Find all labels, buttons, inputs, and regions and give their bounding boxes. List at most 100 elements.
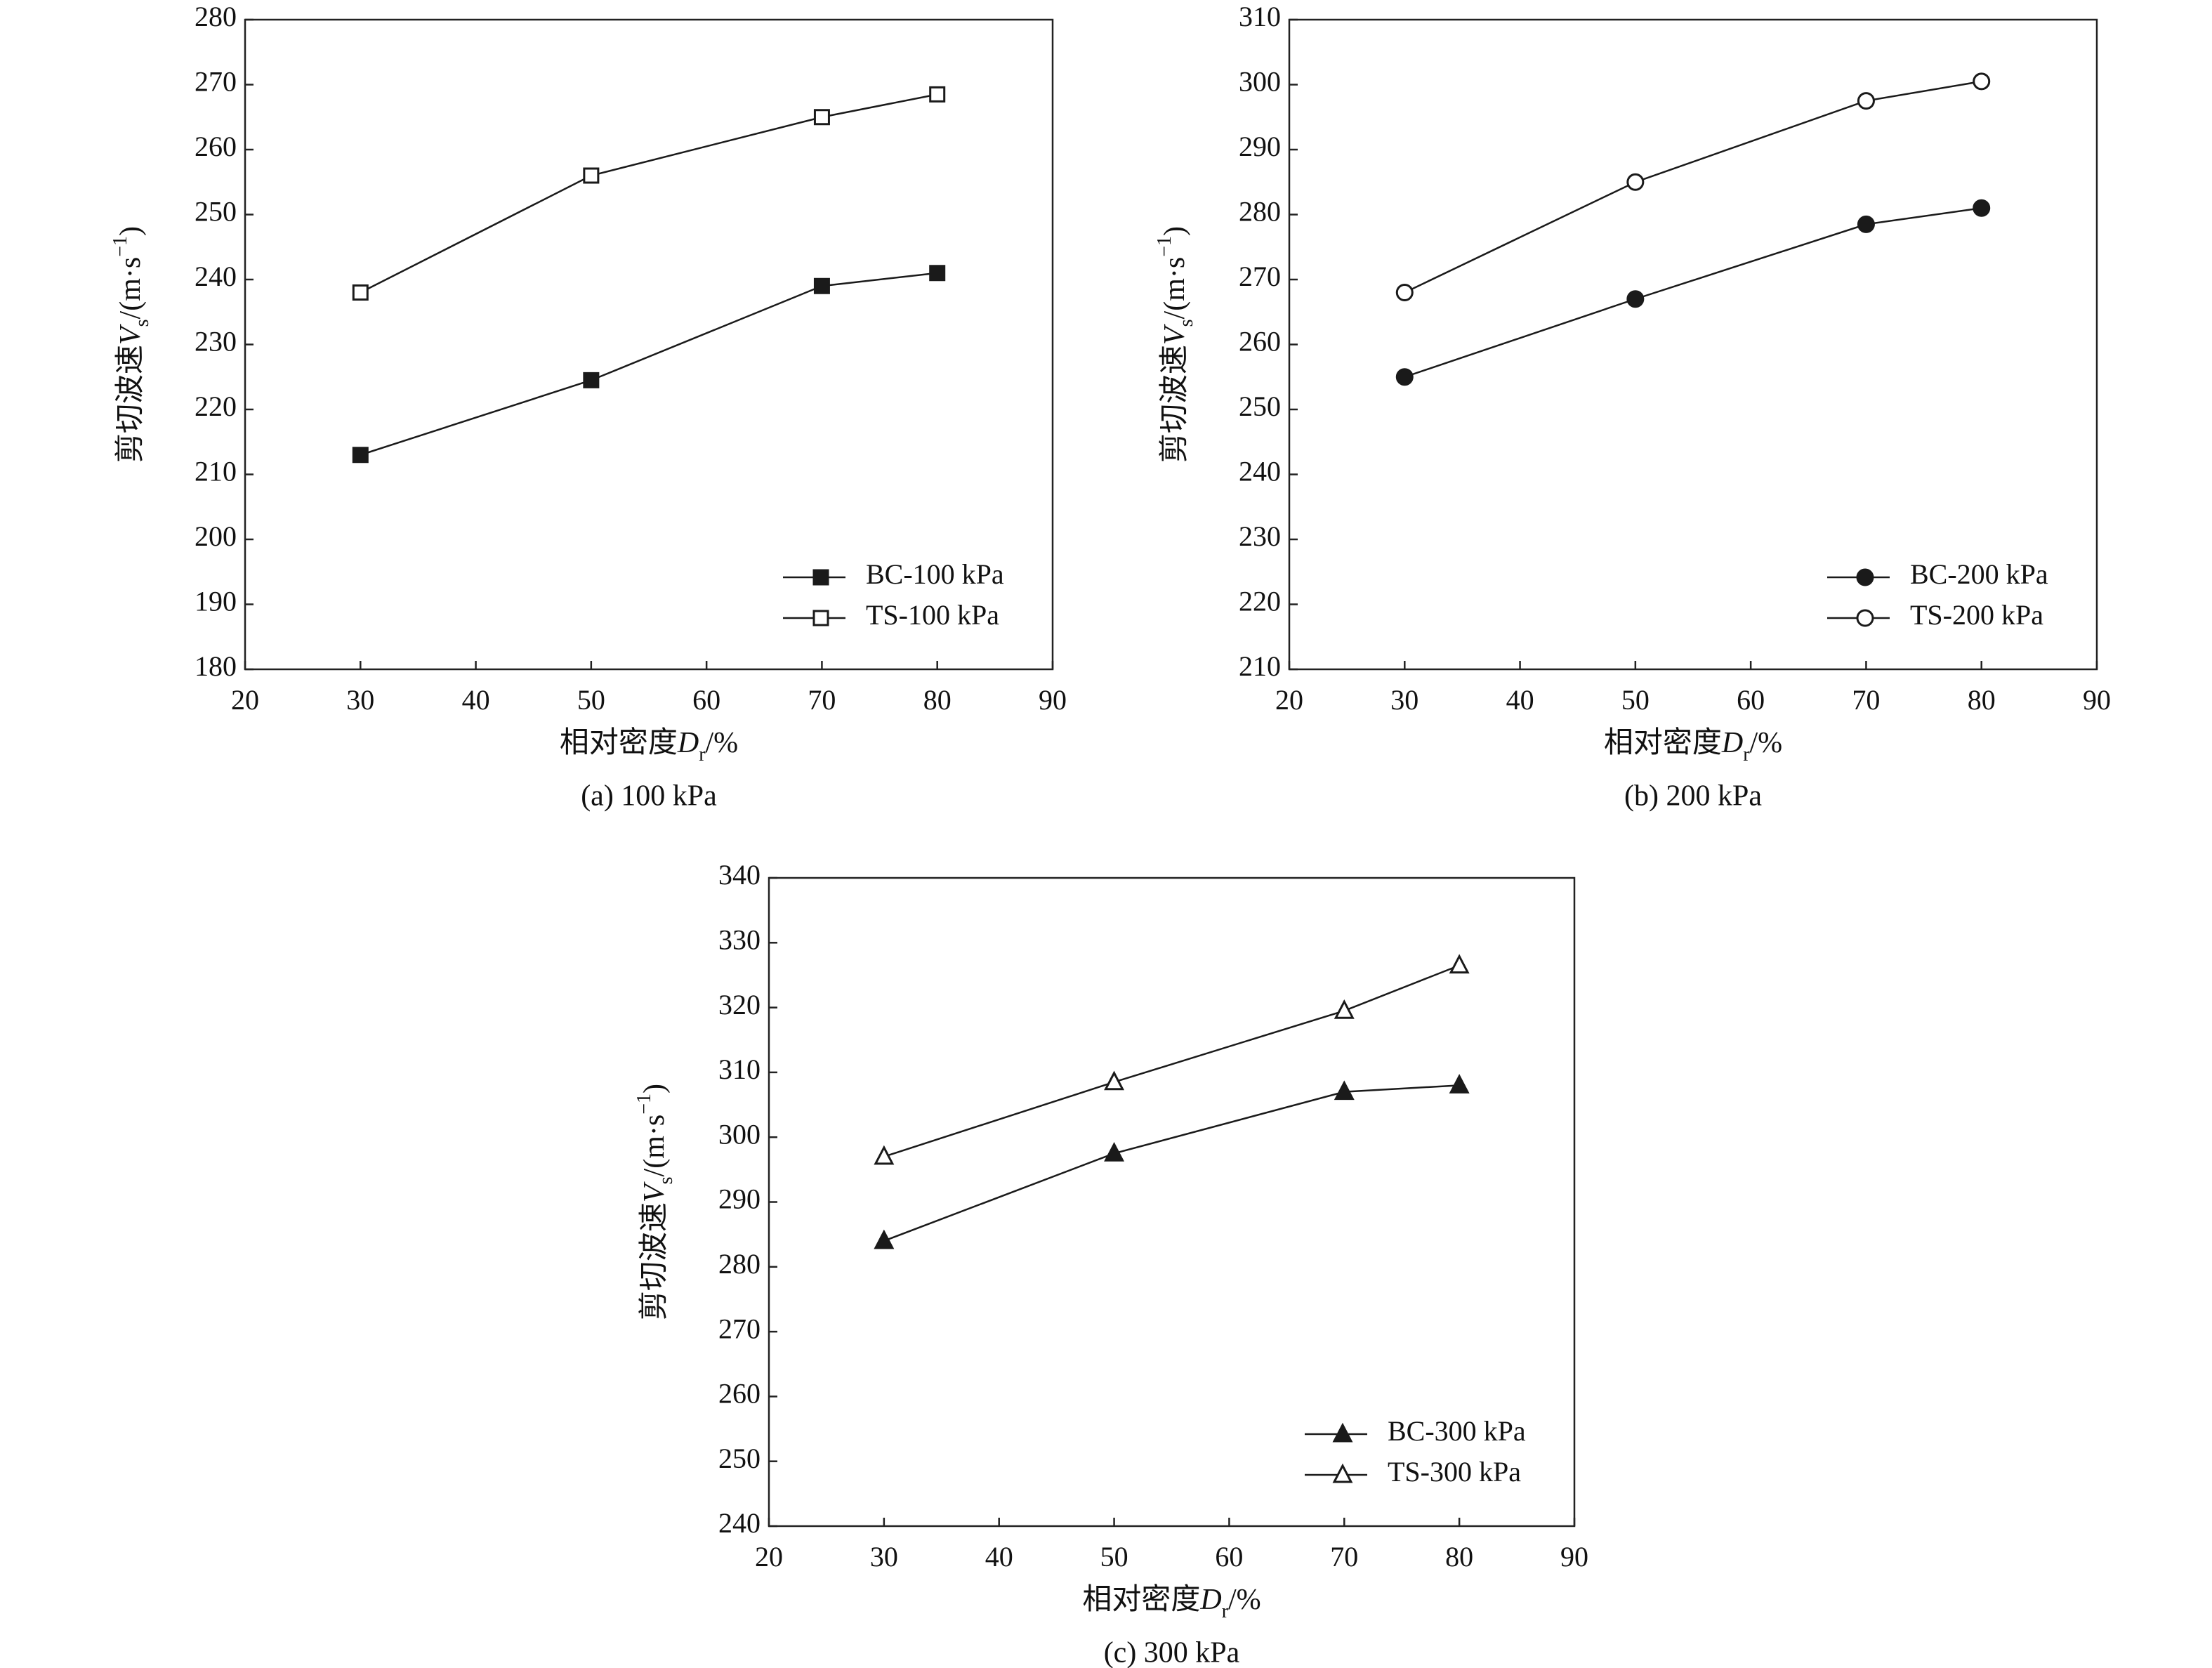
series-line xyxy=(883,964,1460,1158)
x-tick-label: 60 xyxy=(1737,684,1765,716)
y-tick-label: 250 xyxy=(195,196,237,228)
y-tick-label: 280 xyxy=(718,1248,761,1280)
x-axis-label: 相对密度Dr/% xyxy=(1082,1583,1260,1622)
y-tick-label: 260 xyxy=(195,131,237,162)
x-tick-label: 90 xyxy=(1560,1541,1588,1572)
marker xyxy=(813,109,830,126)
marker xyxy=(1449,1074,1470,1094)
y-axis-label-part: ) xyxy=(1159,226,1191,236)
marker xyxy=(1104,1070,1125,1091)
y-tick-label: 280 xyxy=(1239,196,1281,228)
subtitle: (b) 200 kPa xyxy=(1624,780,1762,813)
marker xyxy=(583,372,600,388)
legend-label: TS-300 kPa xyxy=(1388,1456,1521,1488)
y-tick-label: 230 xyxy=(195,326,237,357)
y-axis-label-part: /(m·s xyxy=(1159,257,1191,320)
x-tick-label: 70 xyxy=(1852,684,1880,716)
y-tick-label: 240 xyxy=(195,261,237,292)
x-tick-label: 30 xyxy=(1390,684,1418,716)
legend-label: TS-100 kPa xyxy=(866,599,999,631)
legend-marker xyxy=(1856,609,1874,627)
y-tick-label: 260 xyxy=(1239,326,1281,357)
y-tick-label: 270 xyxy=(718,1313,761,1344)
x-axis-label-part: r xyxy=(699,744,706,766)
x-tick-label: 70 xyxy=(808,684,836,716)
legend-label: BC-200 kPa xyxy=(1910,558,2048,590)
x-axis-label-part: 相对密度 xyxy=(1604,726,1722,759)
marker xyxy=(583,167,600,184)
legend-label: BC-100 kPa xyxy=(866,558,1004,590)
x-axis-label: 相对密度Dr/% xyxy=(560,726,738,766)
marker xyxy=(1973,199,1991,217)
x-tick-label: 80 xyxy=(1968,684,1996,716)
legend-marker xyxy=(812,610,829,626)
x-tick-label: 60 xyxy=(1215,1541,1243,1572)
legend-label: BC-300 kPa xyxy=(1388,1415,1526,1447)
x-axis-label-part: 相对密度 xyxy=(1082,1583,1200,1616)
x-axis-label-part: r xyxy=(1222,1601,1229,1622)
y-tick-label: 270 xyxy=(195,66,237,98)
y-tick-label: 190 xyxy=(195,586,237,617)
y-tick-label: 220 xyxy=(195,390,237,422)
x-axis-label-part: D xyxy=(1199,1584,1221,1616)
x-tick-label: 40 xyxy=(985,1541,1013,1572)
y-axis-label-part: 剪切波速 xyxy=(1159,345,1191,463)
y-axis-label-part: V xyxy=(114,324,147,345)
y-tick-label: 180 xyxy=(195,650,237,682)
y-tick-label: 310 xyxy=(1239,1,1281,32)
subtitle: (c) 300 kPa xyxy=(1104,1637,1240,1668)
x-tick-label: 30 xyxy=(870,1541,898,1572)
x-axis-label-part: 相对密度 xyxy=(560,726,678,759)
y-axis-label-part: /(m·s xyxy=(114,257,147,320)
marker xyxy=(1857,92,1875,110)
legend-marker xyxy=(1332,1422,1353,1443)
legend-marker xyxy=(1332,1463,1353,1483)
x-tick-label: 90 xyxy=(2083,684,2111,716)
chart: 210 220 230 240 250 260 270 280 290 300 310 20 30 40 5… xyxy=(1154,1,2111,812)
series-line xyxy=(883,1084,1460,1242)
x-tick-label: 50 xyxy=(1621,684,1650,716)
y-axis-label: 剪切波速Vs/(m·s−1) xyxy=(633,1084,677,1320)
y-tick-label: 230 xyxy=(1239,520,1281,552)
chart: 180 190 200 210 220 230 240 250 260 270 280 20 30 40 5… xyxy=(110,1,1067,812)
marker xyxy=(1334,999,1355,1019)
marker xyxy=(1973,72,1991,91)
legend-marker xyxy=(812,569,829,586)
y-axis-label-part: s xyxy=(655,1176,677,1184)
marker xyxy=(1104,1142,1125,1162)
marker xyxy=(1449,954,1470,974)
y-tick-label: 240 xyxy=(718,1507,761,1539)
y-tick-label: 270 xyxy=(1239,261,1281,292)
y-axis-label-part: /(m·s xyxy=(638,1115,671,1177)
y-axis-label-part: ) xyxy=(638,1084,671,1094)
marker xyxy=(1626,173,1645,191)
x-tick-label: 20 xyxy=(755,1541,783,1572)
y-axis-label-part: −1 xyxy=(633,1094,655,1115)
legend-marker xyxy=(1856,568,1874,586)
series-line xyxy=(360,93,937,294)
y-tick-label: 330 xyxy=(718,924,761,955)
y-tick-label: 300 xyxy=(718,1118,761,1150)
series-line xyxy=(1404,207,1982,378)
y-axis-label-part: V xyxy=(638,1181,671,1202)
x-tick-label: 80 xyxy=(1445,1541,1473,1572)
marker xyxy=(1626,290,1645,308)
series-line xyxy=(1404,80,1982,294)
marker xyxy=(813,277,830,294)
x-tick-label: 80 xyxy=(923,684,952,716)
y-tick-label: 320 xyxy=(718,989,761,1020)
y-tick-label: 200 xyxy=(195,520,237,552)
marker xyxy=(1334,1080,1355,1101)
x-tick-label: 40 xyxy=(462,684,490,716)
x-tick-label: 50 xyxy=(577,684,605,716)
y-axis-label-part: −1 xyxy=(1154,236,1176,257)
chart: 240 250 260 270 280 290 300 310 320 330 340 20 30 40 5… xyxy=(633,859,1588,1668)
y-axis-label-part: V xyxy=(1159,324,1191,345)
y-axis-label: 剪切波速Vs/(m·s−1) xyxy=(110,226,153,463)
y-tick-label: 300 xyxy=(1239,66,1281,98)
x-tick-label: 70 xyxy=(1330,1541,1358,1572)
marker xyxy=(874,1145,895,1165)
x-tick-label: 60 xyxy=(692,684,720,716)
subtitle: (a) 100 kPa xyxy=(581,780,717,813)
y-tick-label: 290 xyxy=(718,1183,761,1215)
